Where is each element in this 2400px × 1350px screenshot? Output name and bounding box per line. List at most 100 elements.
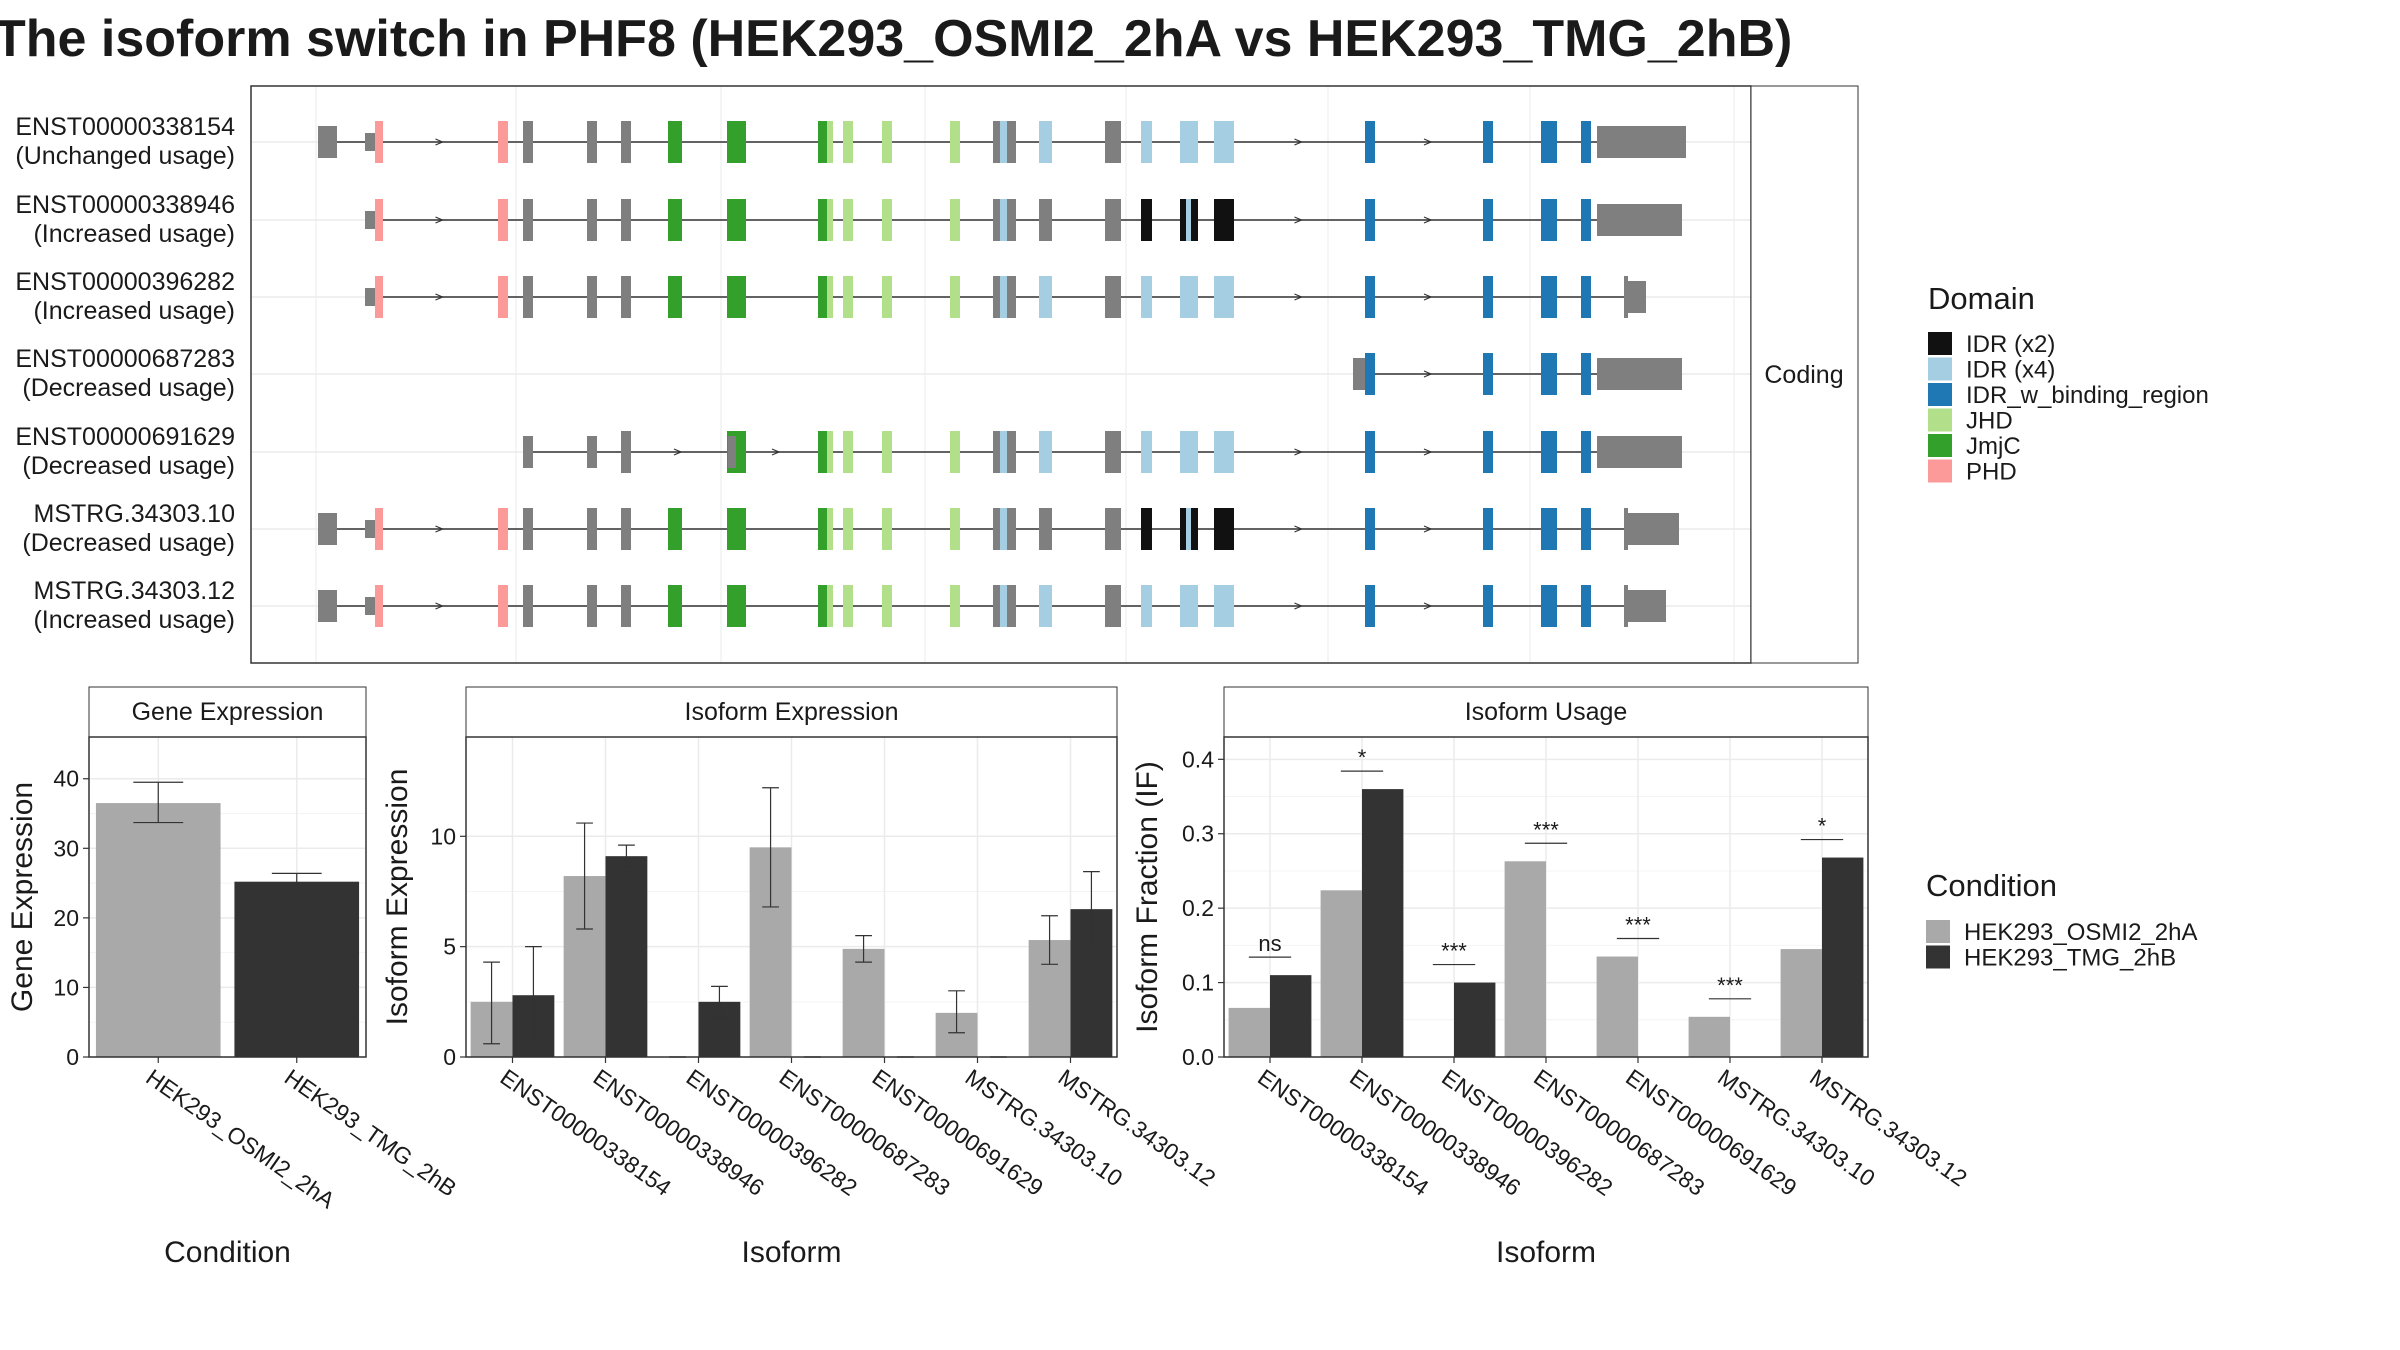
exon-block bbox=[1597, 126, 1686, 158]
exon-block bbox=[827, 276, 833, 318]
y-tick-label: 30 bbox=[53, 835, 79, 861]
exon-block bbox=[950, 431, 960, 473]
exon-block bbox=[1141, 508, 1152, 550]
exon-block bbox=[728, 436, 736, 468]
domain-legend: Domain IDR (x2)IDR (x4)IDR_w_binding_reg… bbox=[1928, 281, 2209, 486]
exon-block bbox=[950, 585, 960, 627]
exon-block bbox=[1483, 199, 1493, 241]
error-bar bbox=[525, 946, 542, 1047]
strand-arrow bbox=[1423, 525, 1433, 533]
exon-block bbox=[1007, 276, 1016, 318]
exon-block bbox=[1483, 276, 1493, 318]
exon-block bbox=[882, 276, 892, 318]
exon-block bbox=[375, 508, 383, 550]
panel-title: Gene Expression bbox=[132, 698, 324, 726]
domain-legend-swatch bbox=[1928, 357, 1952, 381]
exon-block bbox=[1628, 281, 1646, 313]
exon-block bbox=[843, 121, 853, 163]
exon-block bbox=[818, 431, 827, 473]
y-axis-title: Isoform Expression bbox=[381, 769, 414, 1026]
strand-arrow bbox=[1294, 448, 1304, 456]
exon-block bbox=[1541, 121, 1557, 163]
transcript-id-label: MSTRG.34303.12 bbox=[34, 577, 236, 605]
y-tick-label: 10 bbox=[430, 823, 456, 849]
bar bbox=[1270, 975, 1312, 1057]
exon-block bbox=[1483, 585, 1493, 627]
strand-arrow bbox=[1294, 138, 1304, 146]
strand-arrow bbox=[673, 448, 683, 456]
structure-panel: ENST00000338154(Unchanged usage) ENST0000… bbox=[15, 85, 1752, 664]
y-tick-label: 5 bbox=[443, 934, 456, 960]
exon-block bbox=[827, 121, 833, 163]
exon-block bbox=[498, 508, 508, 550]
significance-label: *** bbox=[1533, 817, 1559, 842]
exon-block bbox=[727, 508, 746, 550]
transcript-id-label: ENST00000338946 bbox=[15, 191, 235, 219]
exon-block bbox=[1214, 121, 1234, 163]
exon-block bbox=[1597, 358, 1682, 390]
bar bbox=[1454, 982, 1496, 1057]
exon-block bbox=[843, 508, 853, 550]
exon-block bbox=[1191, 199, 1198, 241]
domain-legend-label: JHD bbox=[1966, 408, 2013, 435]
exon-block bbox=[587, 276, 597, 318]
condition-legend-label: HEK293_OSMI2_2hA bbox=[1964, 919, 2197, 946]
domain-legend-swatch bbox=[1928, 383, 1952, 406]
panel-title: Isoform Expression bbox=[685, 698, 899, 726]
strand-arrow bbox=[771, 448, 781, 456]
strand-arrow bbox=[1423, 138, 1433, 146]
exon-block bbox=[1624, 276, 1628, 318]
exon-block bbox=[1141, 585, 1152, 627]
x-axis-title: Isoform bbox=[1496, 1236, 1596, 1269]
exon-block bbox=[882, 431, 892, 473]
exon-block bbox=[375, 199, 383, 241]
exon-block bbox=[1180, 199, 1186, 241]
exon-block bbox=[1365, 276, 1375, 318]
exon-block bbox=[1007, 199, 1016, 241]
y-tick-label: 0.2 bbox=[1182, 895, 1214, 921]
isoform-expression-panel: Isoform Expression0510ENST00000338154ENS… bbox=[381, 686, 1221, 1269]
strand-arrow bbox=[1423, 216, 1433, 224]
exon-block bbox=[1541, 431, 1557, 473]
y-tick-label: 40 bbox=[53, 766, 79, 792]
strand-arrow bbox=[435, 216, 445, 224]
error-bar bbox=[271, 872, 322, 890]
x-tick-label: ENST00000338154 bbox=[1253, 1064, 1434, 1201]
x-tick-label: ENST00000687283 bbox=[775, 1064, 955, 1201]
exon-block bbox=[818, 508, 827, 550]
exon-block bbox=[1365, 199, 1375, 241]
exon-block bbox=[827, 508, 833, 550]
exon-block bbox=[1581, 431, 1591, 473]
exon-block bbox=[1214, 508, 1234, 550]
exon-block bbox=[498, 199, 508, 241]
significance-label: *** bbox=[1441, 939, 1467, 964]
exon-block bbox=[523, 508, 533, 550]
x-tick-label: MSTRG.34303.12 bbox=[1054, 1064, 1221, 1192]
exon-block bbox=[1365, 431, 1375, 473]
x-tick-label: ENST00000338154 bbox=[496, 1064, 677, 1201]
exon-block bbox=[498, 276, 508, 318]
error-bar bbox=[1041, 915, 1058, 965]
strand-arrow bbox=[435, 293, 445, 301]
exon-block bbox=[993, 276, 1000, 318]
exon-block bbox=[950, 508, 960, 550]
exon-block bbox=[1191, 121, 1198, 163]
exon-block bbox=[1214, 431, 1234, 473]
x-tick-label: ENST00000691629 bbox=[1621, 1064, 1801, 1201]
exon-block bbox=[727, 199, 746, 241]
domain-legend-label: IDR (x2) bbox=[1966, 331, 2055, 358]
exon-block bbox=[1214, 199, 1234, 241]
exon-block bbox=[1105, 585, 1121, 627]
panel-border bbox=[88, 736, 367, 1058]
strand-arrow bbox=[1294, 525, 1304, 533]
exon-block bbox=[993, 431, 1000, 473]
exon-block bbox=[1007, 121, 1016, 163]
exon-block bbox=[843, 276, 853, 318]
exon-block bbox=[1039, 199, 1052, 241]
transcript-id-label: ENST00000338154 bbox=[15, 113, 235, 141]
domain-legend-label: JmjC bbox=[1966, 433, 2021, 460]
exon-block bbox=[1191, 585, 1198, 627]
exon-block bbox=[1000, 431, 1007, 473]
exon-block bbox=[668, 121, 682, 163]
